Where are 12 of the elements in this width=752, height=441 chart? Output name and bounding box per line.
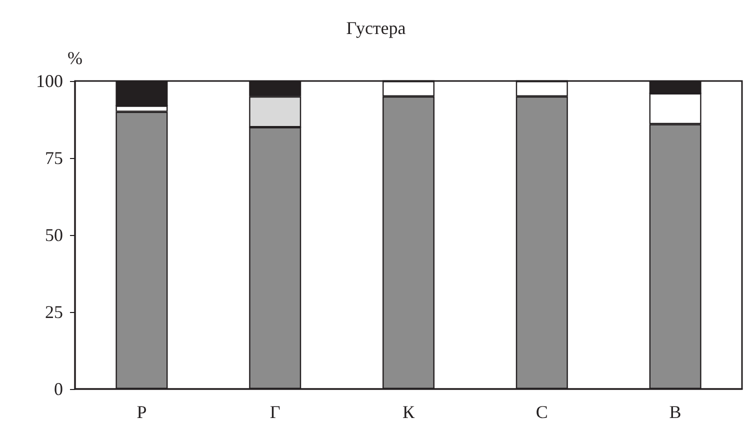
x-tick-label: Р [136, 402, 147, 422]
y-axis-title: % [68, 48, 82, 68]
y-tick-label: 0 [54, 379, 63, 399]
y-tick-label: 100 [36, 71, 63, 91]
x-tick-label: В [669, 402, 682, 422]
x-tick-label: С [536, 402, 548, 422]
y-tick-label: 25 [45, 302, 63, 322]
chart-title: Густера [346, 18, 406, 38]
x-tick-label: К [402, 402, 416, 422]
y-tick-label: 75 [45, 148, 63, 168]
x-tick-label: Г [270, 402, 280, 422]
y-tick-label: 50 [45, 225, 63, 245]
